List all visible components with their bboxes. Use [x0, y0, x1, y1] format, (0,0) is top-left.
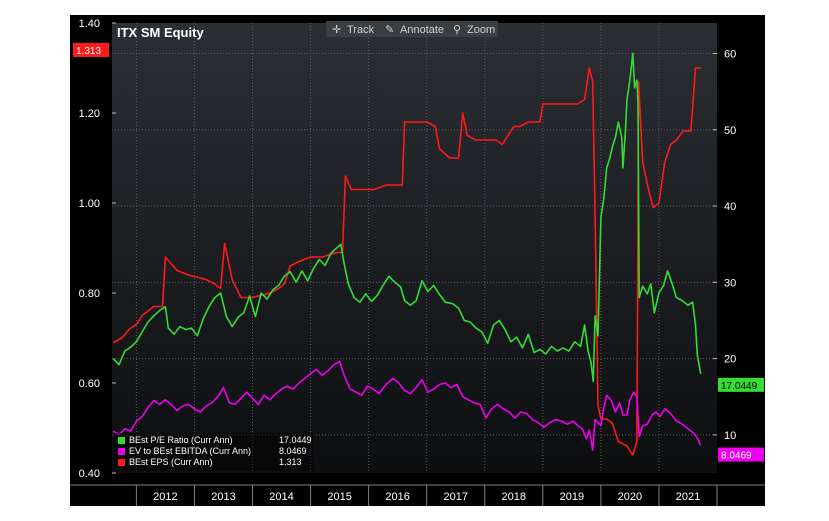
left-tick-label: 0.60 — [79, 378, 100, 390]
right-tick-label: 10 — [724, 430, 736, 442]
left-tick-label: 0.40 — [79, 468, 100, 480]
x-tick-label: 2014 — [269, 491, 293, 503]
right-tick-label: 20 — [724, 354, 736, 366]
legend-item-pe: BEst P/E Ratio (Curr Ann) 17.0449 — [118, 435, 312, 445]
ev-last-value-badge: 8.0469 — [718, 447, 764, 462]
pencil-icon: ✎ — [385, 24, 394, 36]
zoom-label: Zoom — [467, 24, 495, 36]
legend-swatch — [118, 459, 125, 466]
right-tick-label: 60 — [724, 49, 736, 61]
legend-value: 17.0449 — [279, 435, 312, 445]
series-line-eps — [112, 67, 701, 456]
left-tick-label: 1.00 — [79, 198, 100, 210]
left-tick-label: 1.20 — [79, 108, 100, 120]
chart-title: ITX SM Equity — [117, 25, 204, 40]
legend-item-ev: EV to BEst EBITDA (Curr Ann) 8.0469 — [118, 446, 307, 456]
legend-value: 8.0469 — [279, 446, 307, 456]
x-tick-label: 2020 — [618, 491, 642, 503]
ev-last-value-badge-box — [718, 447, 764, 462]
x-tick-label: 2021 — [676, 491, 700, 503]
right-tick-label: 40 — [724, 201, 736, 213]
crosshair-icon: ✛ — [332, 24, 341, 36]
series-line-pe — [112, 52, 702, 383]
pe-last-value-badge-box — [718, 377, 764, 392]
pe-last-value-badge: 17.0449 — [718, 377, 764, 392]
zoom-button[interactable]: ⚲ Zoom — [453, 24, 495, 36]
legend-item-eps: BEst EPS (Curr Ann) 1.313 — [118, 457, 302, 467]
magnifier-icon: ⚲ — [453, 24, 461, 36]
x-tick-label: 2013 — [211, 491, 235, 503]
x-tick-label: 2016 — [385, 491, 409, 503]
series-line-ev — [112, 360, 702, 451]
chart-toolbar: ✛ Track ✎ Annotate ⚲ Zoom — [326, 21, 498, 37]
toolbar-background — [326, 21, 498, 37]
chart-panel: 2012 2013 2014 2015 2016 2017 2018 2019 2020 2021… — [70, 15, 765, 506]
x-tick-label: 2012 — [153, 491, 177, 503]
track-label: Track — [347, 24, 375, 36]
ev-last-value-badge-text: 8.0469 — [721, 451, 752, 462]
right-tick-label: 30 — [724, 277, 736, 289]
legend-label: BEst EPS (Curr Ann) — [129, 457, 213, 467]
legend-swatch — [118, 437, 125, 444]
x-tick-label: 2018 — [502, 491, 526, 503]
legend-label: EV to BEst EBITDA (Curr Ann) — [129, 446, 251, 456]
track-button[interactable]: ✛ Track — [332, 24, 375, 36]
x-tick-label: 2019 — [560, 491, 584, 503]
pe-last-value-badge-text: 17.0449 — [721, 381, 758, 392]
legend-label: BEst P/E Ratio (Curr Ann) — [129, 435, 233, 445]
annotate-button[interactable]: ✎ Annotate — [385, 24, 444, 36]
legend-swatch — [118, 448, 125, 455]
right-tick-label: 50 — [724, 125, 736, 137]
left-tick-label: 1.40 — [79, 18, 100, 30]
legend-background — [114, 433, 314, 471]
x-tick-label: 2015 — [327, 491, 351, 503]
left-tick-label: 0.80 — [79, 288, 100, 300]
x-tick-label: 2017 — [443, 491, 467, 503]
eps-last-value-badge-box — [73, 43, 109, 57]
eps-last-value-badge-text: 1.313 — [76, 46, 101, 57]
chart-svg: 2012 2013 2014 2015 2016 2017 2018 2019 2020 2021… — [70, 18, 765, 506]
legend-value: 1.313 — [279, 457, 302, 467]
eps-last-value-badge: 1.313 — [73, 43, 109, 57]
annotate-label: Annotate — [400, 24, 444, 36]
plot-area — [112, 23, 717, 473]
